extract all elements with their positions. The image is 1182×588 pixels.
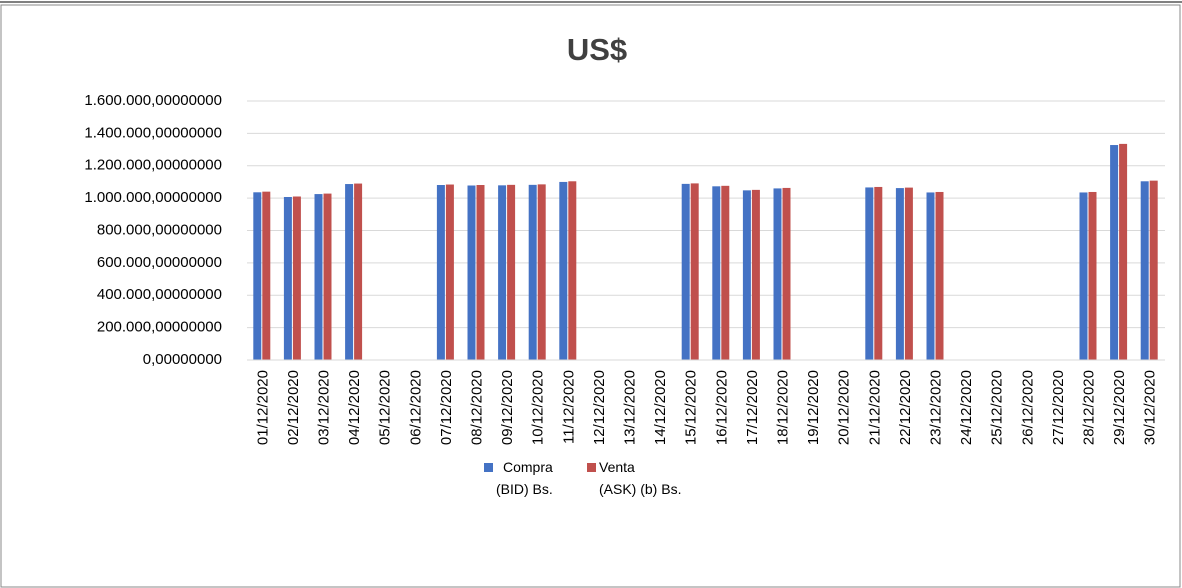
bar	[865, 187, 874, 360]
bar	[354, 183, 363, 360]
bar	[537, 184, 546, 360]
bar	[1140, 181, 1149, 360]
y-tick-label: 400.000,00000000	[97, 286, 222, 303]
bar	[314, 194, 323, 360]
bar	[283, 196, 292, 360]
bar	[476, 185, 485, 360]
x-tick-label: 12/12/2020	[591, 370, 608, 445]
bar	[498, 185, 507, 360]
x-tick-label: 21/12/2020	[866, 370, 883, 445]
y-tick-label: 1.200.000,00000000	[84, 157, 222, 174]
x-tick-label: 15/12/2020	[683, 370, 700, 445]
x-tick-label: 19/12/2020	[805, 370, 822, 445]
bar	[782, 187, 791, 360]
y-tick-label: 200.000,00000000	[97, 319, 222, 336]
bar	[1079, 192, 1088, 360]
bar	[926, 192, 935, 360]
bar	[262, 191, 271, 360]
bar	[1110, 145, 1119, 360]
chart-border	[0, 4, 1181, 588]
y-tick-label: 0,00000000	[143, 351, 222, 368]
bar	[253, 192, 262, 360]
y-tick-label: 1.400.000,00000000	[84, 124, 222, 141]
x-tick-label: 03/12/2020	[316, 370, 333, 445]
bar	[568, 181, 577, 360]
x-tick-label: 28/12/2020	[1081, 370, 1098, 445]
bar	[935, 191, 944, 360]
legend-label: Compra (BID) Bs.	[496, 459, 553, 497]
x-tick-label: 29/12/2020	[1111, 370, 1128, 445]
y-tick-label: 600.000,00000000	[97, 254, 222, 271]
x-tick-label: 17/12/2020	[744, 370, 761, 445]
x-tick-label: 05/12/2020	[377, 370, 394, 445]
x-tick-label: 09/12/2020	[499, 370, 516, 445]
x-tick-label: 07/12/2020	[438, 370, 455, 445]
bar	[721, 185, 730, 360]
x-tick-label: 24/12/2020	[958, 370, 975, 445]
bar	[1149, 180, 1158, 360]
x-tick-label: 08/12/2020	[469, 370, 486, 445]
x-tick-label: 11/12/2020	[560, 370, 577, 444]
y-tick-label: 800.000,00000000	[97, 221, 222, 238]
bar	[895, 188, 904, 360]
x-tick-label: 01/12/2020	[254, 370, 271, 445]
x-tick-label: 02/12/2020	[285, 370, 302, 445]
x-tick-label: 18/12/2020	[775, 370, 792, 445]
bar	[681, 183, 690, 360]
x-tick-label: 20/12/2020	[836, 370, 853, 445]
bar	[712, 186, 721, 360]
y-tick-label: 1.600.000,00000000	[84, 92, 222, 109]
legend-label: Venta (ASK) (b) Bs.	[599, 459, 682, 497]
bar	[467, 185, 476, 360]
chart-title: US$	[567, 32, 627, 67]
bar	[436, 185, 445, 360]
bar	[904, 187, 913, 360]
bar	[559, 181, 568, 360]
x-tick-label: 26/12/2020	[1019, 370, 1036, 445]
bar	[874, 186, 883, 360]
bar	[1088, 191, 1097, 360]
x-tick-label: 27/12/2020	[1050, 370, 1067, 445]
x-tick-label: 23/12/2020	[928, 370, 945, 445]
x-tick-label: 25/12/2020	[989, 370, 1006, 445]
bar	[773, 188, 782, 360]
bar	[1119, 143, 1128, 360]
x-tick-label: 10/12/2020	[530, 370, 547, 445]
x-tick-label: 06/12/2020	[407, 370, 424, 445]
bar	[690, 183, 699, 360]
x-tick-label: 30/12/2020	[1142, 370, 1159, 445]
x-tick-label: 13/12/2020	[622, 370, 639, 445]
bar	[345, 184, 354, 360]
x-tick-label: 22/12/2020	[897, 370, 914, 445]
bar	[528, 184, 537, 360]
bar	[507, 184, 516, 360]
x-tick-label: 16/12/2020	[713, 370, 730, 445]
x-tick-label: 14/12/2020	[652, 370, 669, 445]
legend-swatch	[587, 463, 596, 472]
bar	[292, 196, 301, 360]
bar	[742, 190, 751, 360]
x-tick-label: 04/12/2020	[346, 370, 363, 445]
legend-swatch	[484, 463, 493, 472]
y-tick-label: 1.000.000,00000000	[84, 189, 222, 206]
bar	[323, 193, 332, 360]
bar	[445, 184, 454, 360]
bar	[751, 189, 760, 360]
